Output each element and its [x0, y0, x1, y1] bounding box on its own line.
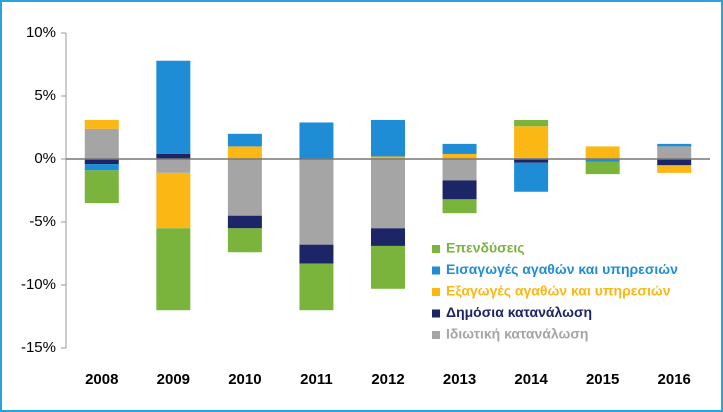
bar-segment [371, 156, 405, 159]
legend-label: Δημόσια κατανάλωση [446, 304, 592, 320]
bar-segment [371, 159, 405, 229]
bar-segment [657, 143, 692, 147]
bar-segment [299, 159, 334, 245]
y-tick-label: 10% [26, 24, 56, 41]
bar-segment [227, 159, 262, 216]
bar-segment [84, 119, 119, 129]
bar-segment [156, 172, 191, 229]
bar-segment [657, 146, 692, 159]
bar-segment [371, 119, 405, 157]
bar-segment [227, 215, 262, 229]
y-tick-label: 0% [34, 150, 56, 167]
bar-segment [156, 153, 191, 159]
bar-segment [84, 128, 119, 159]
legend-label: Εξαγωγές αγαθών και υπηρεσιών [446, 283, 671, 299]
y-tick-label: 5% [34, 87, 56, 104]
legend-label: Επενδύσεις [446, 240, 525, 256]
bar-segment [442, 153, 477, 159]
bar-segment [585, 146, 620, 159]
bar-segment [371, 245, 405, 289]
x-tick-label: 2012 [371, 371, 404, 388]
bar-segment [442, 159, 477, 181]
bar-segment [299, 263, 334, 311]
bar-segment [585, 159, 620, 162]
x-tick-label: 2016 [658, 371, 691, 388]
y-tick-label: -10% [21, 276, 56, 293]
bar-segment [657, 165, 692, 173]
x-tick-label: 2013 [443, 371, 476, 388]
bar-segment [514, 159, 549, 163]
bar-segment [227, 133, 262, 147]
bar-segment [442, 199, 477, 214]
bar-segment [514, 119, 549, 127]
x-tick-label: 2011 [300, 371, 333, 388]
bar-segment [585, 161, 620, 175]
bar-segment [156, 60, 191, 154]
bar-segment [371, 228, 405, 246]
x-tick-label: 2008 [85, 371, 118, 388]
bar-segment [657, 159, 692, 166]
bar-segment [156, 228, 191, 311]
bar-segment [84, 170, 119, 204]
bar-segment [514, 162, 549, 192]
y-tick-label: -5% [29, 213, 56, 230]
x-tick-label: 2015 [586, 371, 619, 388]
bar-segment [84, 159, 119, 165]
y-tick-label: -15% [21, 339, 56, 356]
x-tick-label: 2009 [157, 371, 190, 388]
legend-swatch [432, 245, 440, 253]
legend-swatch [432, 309, 440, 318]
legend-label: Εισαγωγές αγαθών και υπηρεσιών [446, 261, 678, 277]
bar-segment [442, 180, 477, 200]
bar-segment [442, 143, 477, 154]
bar-segment [514, 126, 549, 158]
bar-segment [156, 159, 191, 173]
bar-segment [84, 164, 119, 171]
bar-segment [299, 244, 334, 264]
bar-segment [299, 122, 334, 159]
bar-segment [227, 146, 262, 159]
x-tick-label: 2014 [514, 371, 548, 388]
legend-swatch [432, 331, 440, 339]
legend-swatch [432, 288, 440, 296]
bar-segment [227, 228, 262, 253]
legend-label: Ιδιωτική κατανάλωση [446, 326, 588, 342]
x-tick-label: 2010 [228, 371, 261, 388]
legend-swatch [432, 266, 440, 275]
